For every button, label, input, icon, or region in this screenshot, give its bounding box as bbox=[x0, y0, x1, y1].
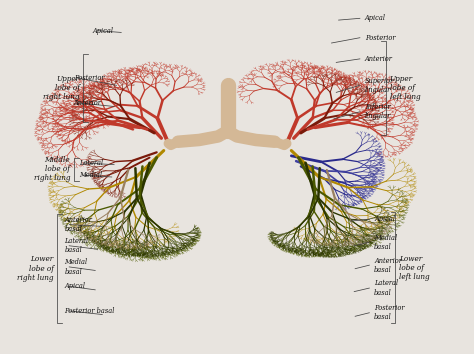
Text: Posterior: Posterior bbox=[365, 34, 395, 42]
Text: Posterior
basal: Posterior basal bbox=[374, 304, 404, 321]
Text: Lower
lobe of
left lung: Lower lobe of left lung bbox=[399, 255, 430, 281]
Text: Anterior: Anterior bbox=[74, 99, 102, 107]
Text: Apical: Apical bbox=[64, 282, 85, 290]
Text: Superior
lingular: Superior lingular bbox=[365, 77, 394, 94]
Text: Medial
basal: Medial basal bbox=[64, 258, 88, 275]
Text: Lateral
basal: Lateral basal bbox=[374, 279, 398, 297]
Text: Inferior
lingular: Inferior lingular bbox=[365, 103, 391, 120]
Text: Posterior basal: Posterior basal bbox=[64, 307, 115, 315]
Text: Medial: Medial bbox=[79, 171, 102, 179]
Text: Apical: Apical bbox=[93, 27, 114, 35]
Text: Lateral
basal: Lateral basal bbox=[64, 237, 89, 255]
Text: Anterior: Anterior bbox=[365, 55, 392, 63]
Text: Posterior: Posterior bbox=[74, 74, 104, 82]
Text: Upper
lobe of
right lung: Upper lobe of right lung bbox=[43, 75, 80, 101]
Text: Apical: Apical bbox=[374, 215, 395, 223]
Text: Medial
basal: Medial basal bbox=[374, 234, 397, 251]
Text: Anterior
basal: Anterior basal bbox=[374, 257, 402, 274]
Text: Upper
lobe of
left lung: Upper lobe of left lung bbox=[390, 75, 420, 101]
Text: Apical: Apical bbox=[365, 14, 386, 22]
Text: Lower
lobe of
right lung: Lower lobe of right lung bbox=[17, 256, 54, 282]
Text: Middle
lobe of
right lung: Middle lobe of right lung bbox=[34, 156, 70, 182]
Text: Lateral: Lateral bbox=[79, 159, 103, 167]
Text: Anterior
basal: Anterior basal bbox=[64, 216, 92, 233]
